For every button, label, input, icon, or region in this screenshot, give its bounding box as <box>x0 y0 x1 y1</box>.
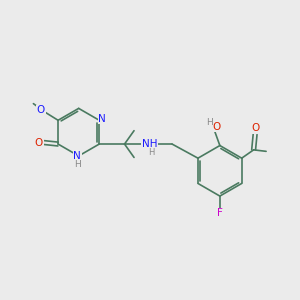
Text: O: O <box>251 124 259 134</box>
Text: O: O <box>213 122 221 131</box>
Text: N: N <box>73 151 81 161</box>
Text: NH: NH <box>142 139 158 149</box>
Text: N: N <box>98 114 106 124</box>
Text: H: H <box>206 118 212 127</box>
Text: H: H <box>74 160 81 169</box>
Text: H: H <box>148 148 154 157</box>
Text: O: O <box>37 106 45 116</box>
Text: F: F <box>217 208 223 218</box>
Text: O: O <box>34 138 43 148</box>
